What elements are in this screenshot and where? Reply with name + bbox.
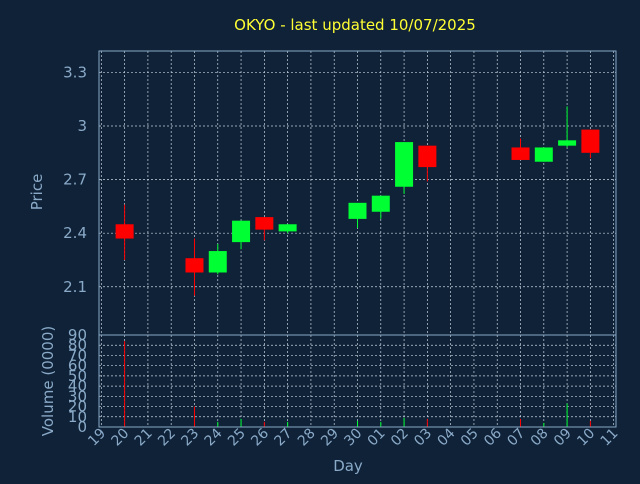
candle-body-27 bbox=[278, 224, 297, 232]
x-tick-label: 22 bbox=[155, 426, 179, 450]
x-tick-label: 19 bbox=[85, 426, 109, 450]
candle-body-24 bbox=[208, 251, 227, 273]
x-tick-label: 07 bbox=[504, 426, 528, 450]
price-tick-label: 2.4 bbox=[63, 224, 87, 242]
price-tick-label: 3 bbox=[77, 117, 87, 135]
candle-body-10 bbox=[581, 129, 600, 153]
x-tick-label: 06 bbox=[481, 425, 505, 449]
volume-tick-label: 20 bbox=[68, 398, 87, 416]
price-panel: 2.1 2.4 2.7 3 3.3 bbox=[63, 50, 617, 336]
price-tick-label: 2.7 bbox=[63, 171, 87, 189]
x-tick-label: 23 bbox=[178, 426, 202, 450]
candle-body-20 bbox=[115, 224, 134, 239]
volume-frame bbox=[98, 334, 617, 428]
candle-body-23 bbox=[185, 258, 204, 273]
candle-body-01 bbox=[371, 195, 390, 212]
volume-tick-label: 60 bbox=[68, 357, 87, 375]
candle-body-30 bbox=[348, 202, 367, 219]
volume-axis-label: Volume (0000) bbox=[39, 326, 57, 436]
volume-tick-label: 70 bbox=[68, 346, 87, 364]
x-tick-label: 27 bbox=[272, 426, 296, 450]
price-tick-label: 2.1 bbox=[63, 278, 87, 296]
x-tick-label: 10 bbox=[574, 426, 598, 450]
candle-body-02 bbox=[395, 142, 414, 187]
volume-tick-label: 10 bbox=[68, 408, 87, 426]
volume-tick-label: 30 bbox=[68, 387, 87, 405]
x-tick-label: 25 bbox=[225, 426, 249, 450]
chart-title: OKYO - last updated 10/07/2025 bbox=[234, 16, 476, 34]
x-tick-label: 11 bbox=[598, 426, 622, 450]
candle-body-25 bbox=[232, 220, 251, 243]
candle-body-26 bbox=[255, 217, 274, 230]
x-tick-label: 09 bbox=[551, 426, 575, 450]
x-tick-label: 28 bbox=[295, 426, 319, 450]
price-tick-label: 3.3 bbox=[63, 63, 87, 81]
x-tick-label: 21 bbox=[132, 426, 156, 450]
x-tick-label: 20 bbox=[109, 426, 133, 450]
volume-tick-label: 90 bbox=[68, 326, 87, 344]
x-tick-label: 24 bbox=[202, 425, 226, 449]
volume-tick-label: 0 bbox=[77, 418, 87, 436]
volume-tick-label: 40 bbox=[68, 377, 87, 395]
x-tick-label: 05 bbox=[458, 426, 482, 450]
price-axis-label: Price bbox=[28, 174, 46, 211]
x-tick-label: 01 bbox=[365, 426, 389, 450]
x-tick-label: 26 bbox=[248, 425, 272, 449]
x-tick-label: 30 bbox=[341, 426, 365, 450]
x-axis: 19 20 21 22 23 24 25 26 27 28 29 30 01 02 03 04 05 06 07 08… bbox=[85, 425, 621, 449]
candle-body-03 bbox=[418, 145, 437, 168]
x-tick-label: 29 bbox=[318, 426, 342, 450]
candle-body-07 bbox=[511, 147, 530, 160]
x-tick-label: 04 bbox=[435, 425, 459, 449]
candle-body-09 bbox=[558, 140, 577, 146]
volume-tick-label: 80 bbox=[68, 336, 87, 354]
x-tick-label: 02 bbox=[388, 426, 412, 450]
volume-tick-label: 50 bbox=[68, 367, 87, 385]
x-tick-label: 03 bbox=[411, 426, 435, 450]
candle-body-08 bbox=[534, 147, 553, 162]
x-tick-label: 08 bbox=[528, 426, 552, 450]
x-axis-label: Day bbox=[333, 457, 363, 475]
